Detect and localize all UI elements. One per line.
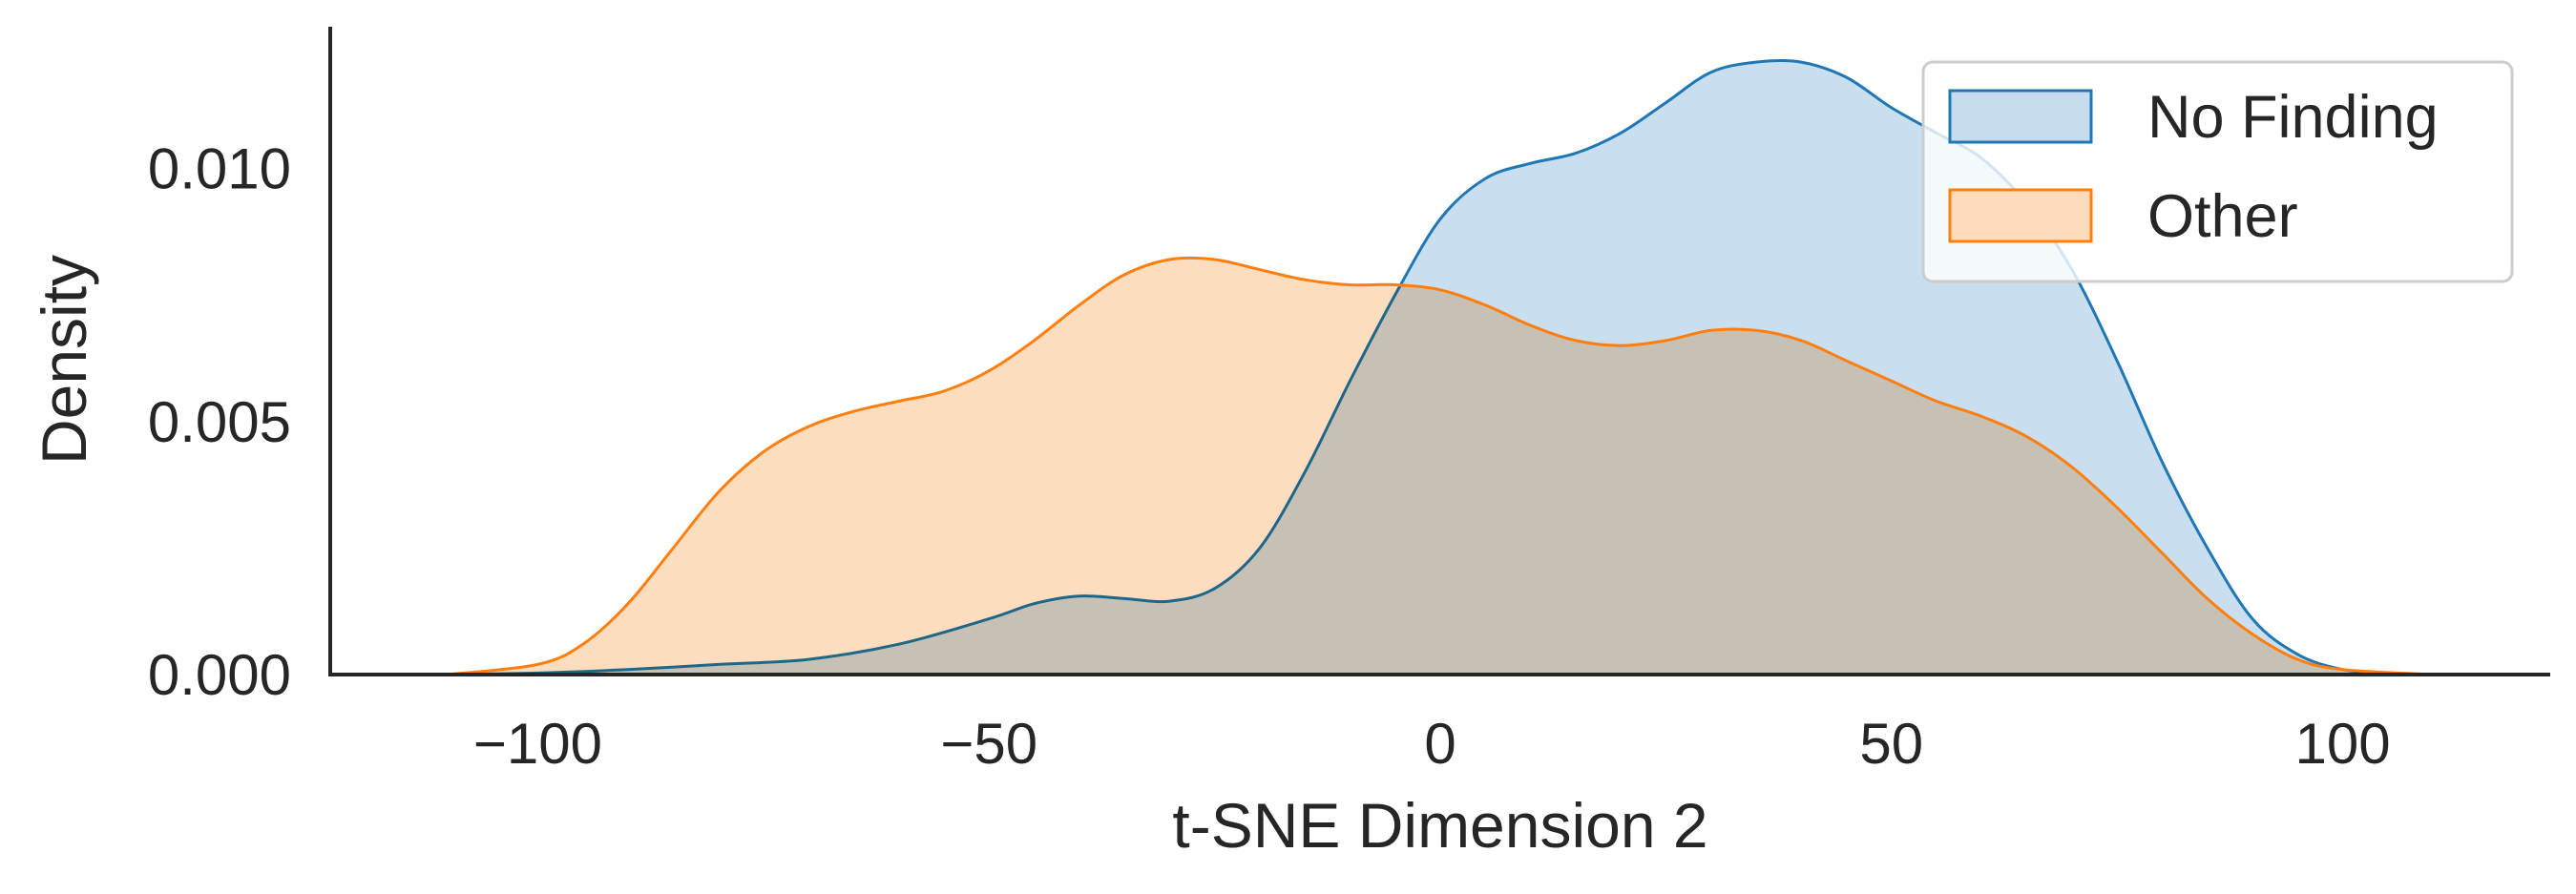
density-area-other [447, 258, 2434, 675]
y-axis-title: Density [29, 255, 99, 465]
x-tick-label: 100 [2294, 712, 2390, 776]
y-tick-label: 0.005 [148, 390, 291, 454]
legend-label-no-finding: No Finding [2147, 84, 2439, 151]
x-tick-label: 50 [1859, 712, 1923, 776]
x-tick-label: −100 [473, 712, 602, 776]
legend-items: No Finding Other [1948, 84, 2439, 250]
x-tick-label: −50 [940, 712, 1037, 776]
x-tick-label: 0 [1424, 712, 1456, 776]
legend-swatch-no-finding [1948, 89, 2093, 144]
axes-layer [328, 27, 2550, 676]
density-line-other [447, 256, 2434, 676]
y-tick-label: 0.000 [148, 643, 291, 707]
x-tick-labels: −100 −50 0 50 100 [473, 712, 2391, 776]
y-tick-labels: 0.000 0.005 0.010 [148, 137, 291, 707]
legend-label-other: Other [2147, 183, 2298, 250]
x-axis-title: t-SNE Dimension 2 [1172, 790, 1707, 861]
y-tick-label: 0.010 [148, 137, 291, 201]
legend-swatch-other [1948, 188, 2093, 243]
legend: No Finding Other [1921, 60, 2514, 283]
